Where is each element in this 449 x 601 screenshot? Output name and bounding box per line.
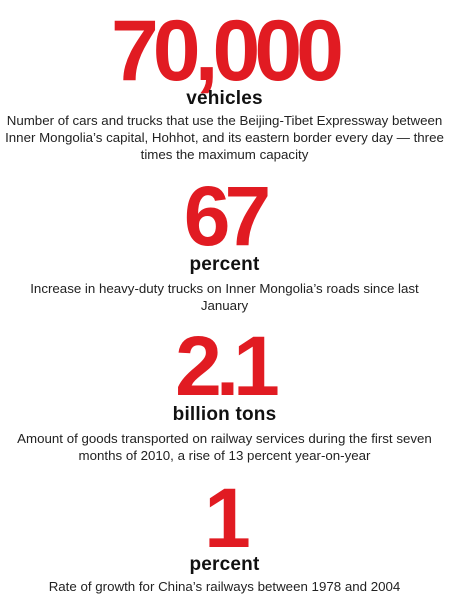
stat-block-railway-growth: 1 percent Rate of growth for China’s rai… (0, 476, 449, 595)
stat-block-vehicles: 70,000 vehicles Number of cars and truck… (0, 8, 449, 163)
stat-unit: percent (189, 554, 260, 575)
stat-number: 1 (204, 471, 251, 565)
stat-unit: percent (189, 254, 260, 275)
stat-block-railway-goods: 2.1 billion tons Amount of goods transpo… (0, 324, 449, 464)
stat-description: Increase in heavy-duty trucks on Inner M… (30, 281, 419, 313)
stat-description: Amount of goods transported on railway s… (17, 431, 432, 463)
stat-description: Number of cars and trucks that use the B… (5, 113, 444, 162)
stat-description: Rate of growth for China’s railways betw… (48, 579, 401, 594)
stat-unit: billion tons (172, 404, 277, 425)
stat-number: 70,000 (110, 3, 344, 99)
stat-number: 67 (183, 169, 271, 263)
stat-unit: vehicles (186, 88, 263, 109)
stat-number: 2.1 (175, 319, 280, 413)
stat-block-heavy-trucks: 67 percent Increase in heavy-duty trucks… (0, 174, 449, 314)
